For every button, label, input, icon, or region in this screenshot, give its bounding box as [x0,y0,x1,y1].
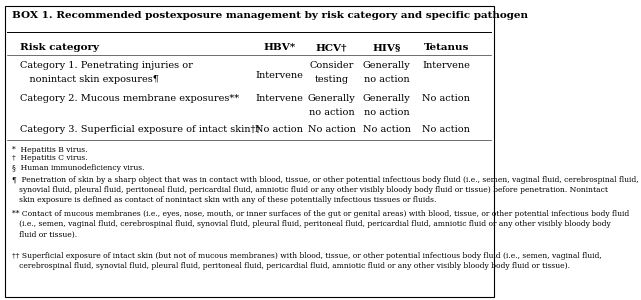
Text: Category 1. Penetrating injuries or: Category 1. Penetrating injuries or [20,61,193,70]
Text: no action: no action [363,75,410,84]
Text: Generally: Generally [363,94,410,103]
Text: No action: No action [363,124,410,134]
Text: Intervene: Intervene [422,61,470,70]
Text: HBV*: HBV* [263,44,296,52]
Text: Intervene: Intervene [255,71,303,80]
Text: HIV§: HIV§ [372,44,401,52]
Text: *  Hepatitis B virus.: * Hepatitis B virus. [12,146,88,154]
Text: §  Human immunodeficiency virus.: § Human immunodeficiency virus. [12,164,145,172]
Text: No action: No action [422,94,470,103]
Text: Generally: Generally [308,94,356,103]
Text: Generally: Generally [363,61,410,70]
Text: Risk category: Risk category [20,44,99,52]
FancyBboxPatch shape [5,6,494,297]
Text: HCV†: HCV† [316,44,347,52]
Text: Category 2. Mucous membrane exposures**: Category 2. Mucous membrane exposures** [20,94,239,103]
Text: No action: No action [255,124,303,134]
Text: nonintact skin exposures¶: nonintact skin exposures¶ [20,75,159,84]
Text: no action: no action [363,108,410,117]
Text: no action: no action [309,108,354,117]
Text: No action: No action [308,124,356,134]
Text: †  Hepatitis C virus.: † Hepatitis C virus. [12,154,88,163]
Text: ** Contact of mucous membranes (i.e., eyes, nose, mouth, or inner surfaces of th: ** Contact of mucous membranes (i.e., ey… [12,210,629,239]
Text: †† Superficial exposure of intact skin (but not of mucous membranes) with blood,: †† Superficial exposure of intact skin (… [12,252,602,270]
Text: Category 3. Superficial exposure of intact skin††: Category 3. Superficial exposure of inta… [20,124,260,134]
Text: No action: No action [422,124,470,134]
Text: ¶  Penetration of skin by a sharp object that was in contact with blood, tissue,: ¶ Penetration of skin by a sharp object … [12,176,639,204]
Text: Intervene: Intervene [255,94,303,103]
Text: Tetanus: Tetanus [424,44,469,52]
Text: testing: testing [315,75,349,84]
Text: Consider: Consider [310,61,354,70]
Text: BOX 1. Recommended postexposure management by risk category and specific pathoge: BOX 1. Recommended postexposure manageme… [12,11,528,20]
